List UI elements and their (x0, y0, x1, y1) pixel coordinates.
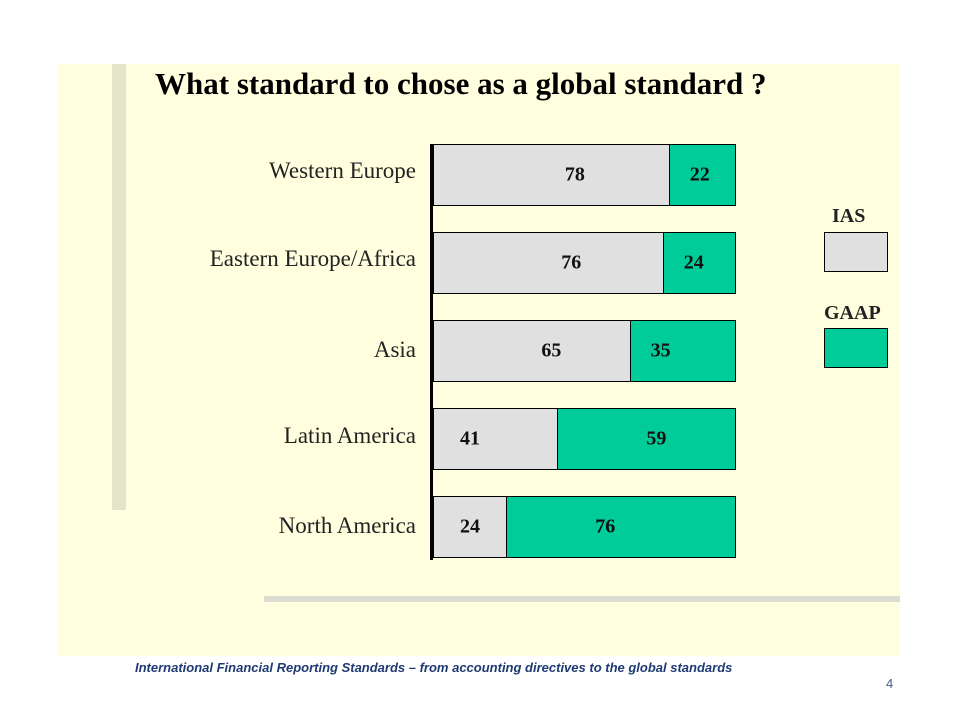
data-label: 76 (561, 251, 582, 274)
bar-segment-ias: 65 (434, 321, 630, 381)
legend-label-gaap: GAAP (824, 302, 881, 324)
bar-row: 41 59 (433, 408, 736, 470)
chart-title: What standard to chose as a global stand… (155, 66, 767, 101)
category-label: Eastern Europe/Africa (209, 246, 416, 271)
bar-segment-ias: 76 (434, 233, 663, 293)
decorative-vertical-bar (112, 64, 126, 510)
page-number: 4 (886, 676, 894, 691)
category-label: Latin America (283, 423, 416, 448)
bar-segment-ias: 78 (434, 145, 669, 205)
category-axis (430, 144, 433, 560)
bar-row: 65 35 (433, 320, 736, 382)
bar-segment-ias: 24 (434, 497, 507, 557)
category-label: Asia (373, 337, 416, 362)
slide-footer: International Financial Reporting Standa… (135, 660, 733, 675)
legend-swatch-gaap (824, 328, 888, 368)
data-label: 35 (650, 339, 671, 362)
bar-row: 78 22 (433, 144, 736, 206)
data-label: 78 (564, 163, 585, 186)
bar-segment-gaap: 22 (668, 145, 735, 205)
data-label: 24 (460, 515, 480, 538)
data-label: 24 (683, 251, 704, 274)
bar-segment-gaap: 24 (662, 233, 735, 293)
data-label: 41 (460, 427, 480, 450)
category-label: North America (278, 513, 416, 538)
bar-segment-ias: 41 (434, 409, 558, 469)
data-label: 65 (541, 339, 562, 362)
data-label: 22 (689, 163, 710, 186)
data-label: 76 (595, 515, 616, 538)
legend-label-ias: IAS (832, 205, 866, 227)
legend-swatch-ias (824, 232, 888, 272)
data-label: 59 (646, 427, 667, 450)
bar-row: 76 24 (433, 232, 736, 294)
bar-segment-gaap: 76 (506, 497, 735, 557)
bar-segment-gaap: 35 (629, 321, 735, 381)
bar-row: 24 76 (433, 496, 736, 558)
category-label: Western Europe (269, 158, 416, 183)
bar-segment-gaap: 59 (557, 409, 735, 469)
decorative-horizontal-line (264, 596, 900, 602)
